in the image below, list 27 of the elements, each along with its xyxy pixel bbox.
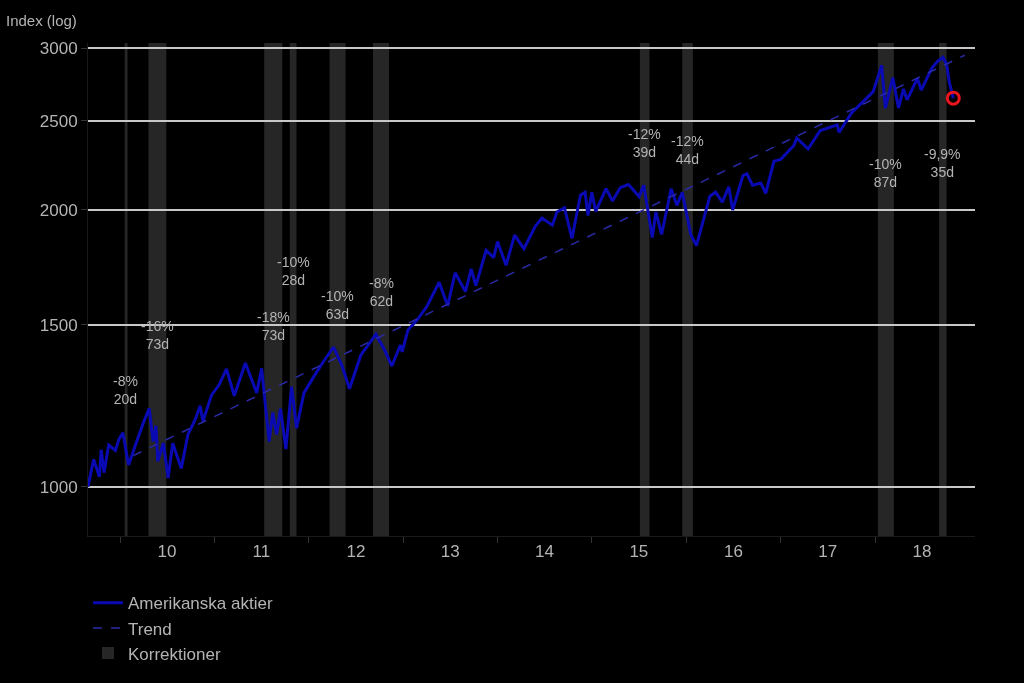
x-tick-label: 12 [346, 542, 366, 562]
annotation: -9,9% 35d [924, 146, 961, 181]
x-tick-label: 13 [440, 542, 460, 562]
annotation: -8% 20d [113, 373, 138, 408]
x-tick-label: 15 [629, 542, 649, 562]
y-tick-label: 3000 [39, 38, 78, 58]
annotation: -12% 44d [671, 133, 704, 168]
annotation: -10% 28d [277, 254, 310, 289]
legend-label: Trend [128, 619, 172, 639]
y-tick-label: 2500 [39, 111, 78, 131]
legend-label: Korrektioner [128, 644, 221, 664]
annotation: -8% 62d [369, 275, 394, 310]
y-tick-label: 1000 [39, 477, 78, 497]
x-tick-label: 17 [818, 542, 838, 562]
x-tick-label: 14 [535, 542, 555, 562]
annotation: -18% 73d [257, 309, 290, 344]
x-tick-label: 11 [252, 542, 271, 562]
x-tick-label: 10 [157, 542, 177, 562]
y-axis-title: Index (log) [6, 12, 77, 29]
annotation: -12% 39d [628, 126, 661, 161]
annotation: -10% 63d [321, 288, 354, 323]
x-tick-label: 18 [912, 542, 932, 562]
legend-label: Amerikanska aktier [128, 594, 273, 614]
y-tick-label: 1500 [39, 315, 78, 335]
annotation: -10% 87d [869, 156, 902, 191]
y-tick-label: 2000 [39, 200, 78, 220]
x-tick-label: 16 [723, 542, 743, 562]
